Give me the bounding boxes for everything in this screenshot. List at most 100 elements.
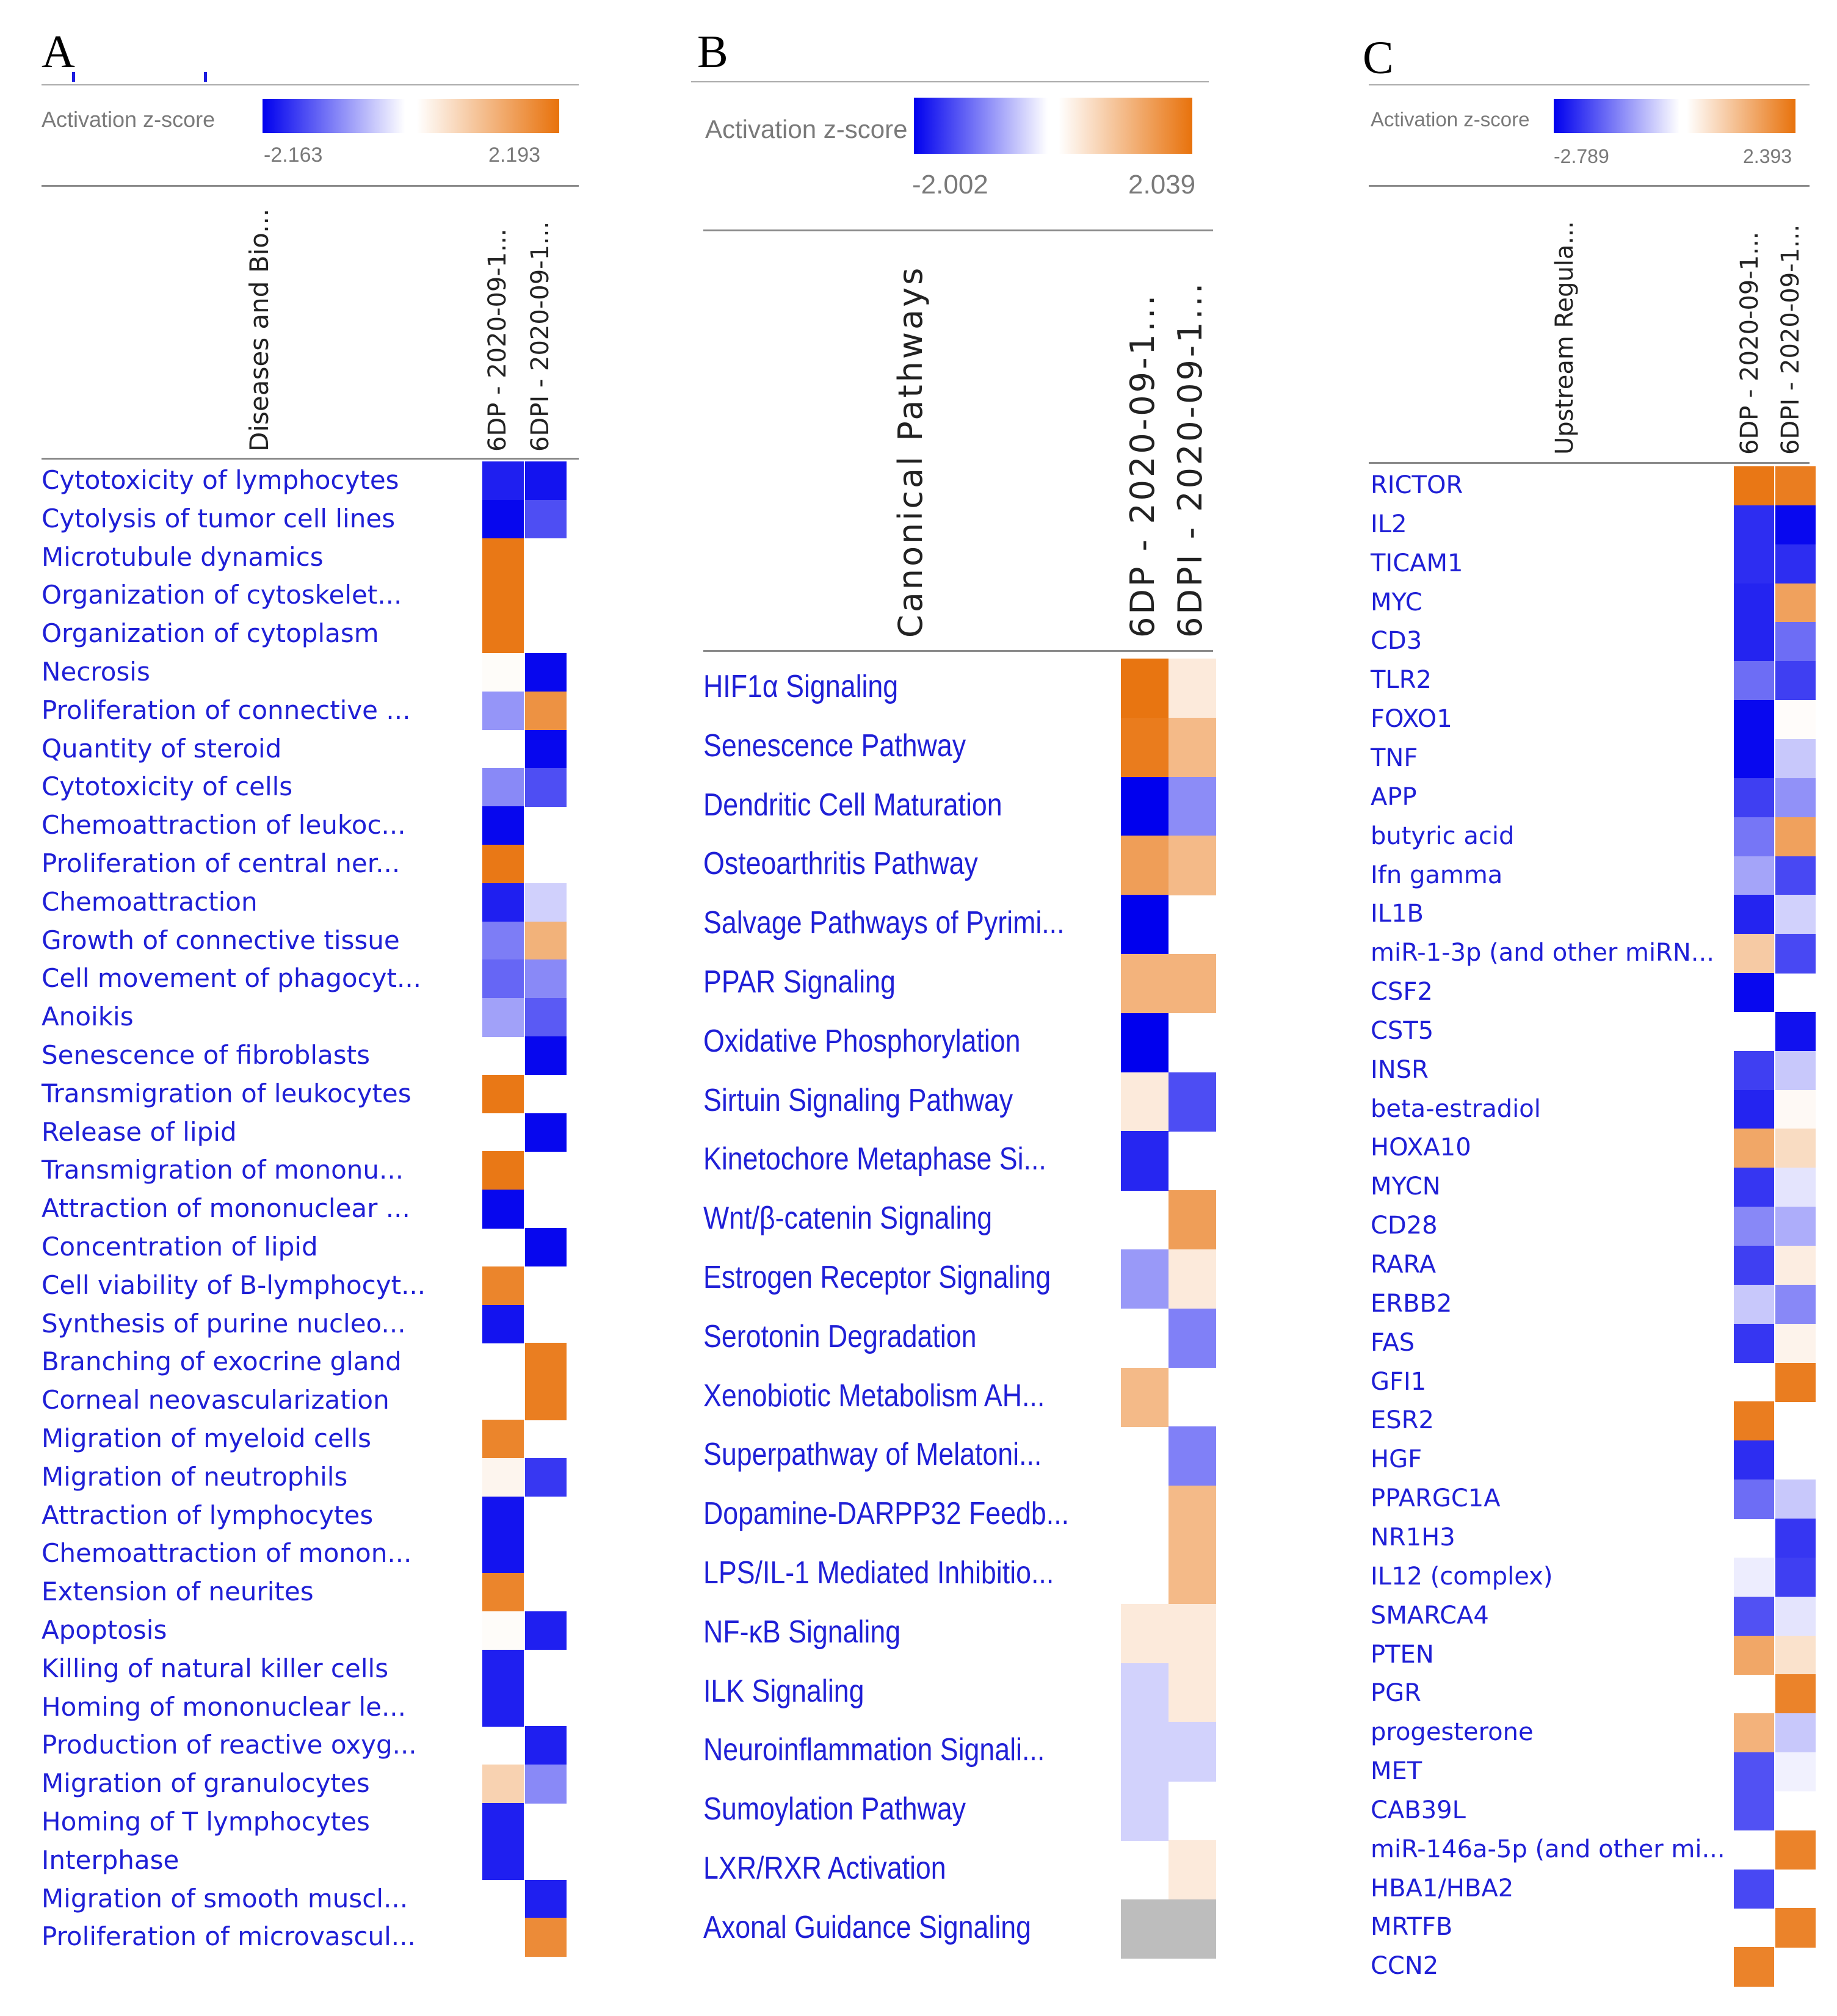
panel-b-row-label[interactable]: Dendritic Cell Maturation: [703, 787, 1002, 823]
panel-a-row-label[interactable]: Cell viability of B-lymphocyt...: [42, 1270, 426, 1300]
panel-b-heat-cell[interactable]: [1169, 776, 1216, 836]
panel-a-row-label[interactable]: Proliferation of connective ...: [42, 695, 411, 725]
panel-a-heat-cell[interactable]: [482, 1074, 524, 1114]
panel-b-row-label[interactable]: Xenobiotic Metabolism AH...: [703, 1378, 1045, 1414]
panel-b-row-label[interactable]: Serotonin Degradation: [703, 1318, 977, 1354]
panel-b-row-label[interactable]: Superpathway of Melatoni...: [703, 1437, 1042, 1473]
panel-c-row-label[interactable]: RICTOR: [1371, 471, 1463, 499]
panel-c-heat-cell[interactable]: [1775, 1050, 1816, 1091]
panel-c-heat-cell[interactable]: [1775, 544, 1816, 584]
panel-c-heat-cell[interactable]: [1734, 1791, 1774, 1831]
panel-b-row-label[interactable]: LXR/RXR Activation: [703, 1851, 946, 1886]
panel-a-row-label[interactable]: Cytotoxicity of cells: [42, 771, 293, 802]
panel-a-heat-cell[interactable]: [525, 921, 567, 960]
panel-c-heat-cell[interactable]: [1734, 973, 1774, 1013]
panel-a-row-label[interactable]: Senescence of fibroblasts: [42, 1040, 370, 1070]
panel-c-heat-cell[interactable]: [1734, 622, 1774, 662]
panel-a-heat-cell[interactable]: [525, 1918, 567, 1957]
panel-c-row-label[interactable]: miR-1-3p (and other miRN...: [1371, 939, 1714, 967]
panel-b-heat-cell[interactable]: [1121, 717, 1169, 778]
panel-a-row-label[interactable]: Extension of neurites: [42, 1577, 314, 1607]
panel-a-heat-cell[interactable]: [525, 653, 567, 692]
panel-c-row-label[interactable]: MYC: [1371, 588, 1422, 616]
panel-b-heat-cell[interactable]: [1169, 1190, 1216, 1250]
panel-b-heat-cell[interactable]: [1169, 1545, 1216, 1605]
panel-c-heat-cell[interactable]: [1734, 1713, 1774, 1753]
panel-c-row-label[interactable]: miR-146a-5p (and other mi...: [1371, 1835, 1725, 1863]
panel-c-heat-cell[interactable]: [1775, 1362, 1816, 1402]
panel-c-row-label[interactable]: IL1B: [1371, 900, 1424, 928]
panel-a-row-label[interactable]: Concentration of lipid: [42, 1232, 318, 1262]
panel-c-row-label[interactable]: beta-estradiol: [1371, 1094, 1541, 1123]
panel-b-heat-cell[interactable]: [1169, 1249, 1216, 1309]
panel-c-row-label[interactable]: FOXO1: [1371, 705, 1452, 734]
panel-b-row-label[interactable]: HIF1α Signaling: [703, 669, 899, 704]
panel-c-heat-cell[interactable]: [1775, 895, 1816, 934]
panel-c-heat-cell[interactable]: [1775, 622, 1816, 662]
panel-a-row-label[interactable]: Synthesis of purine nucleo...: [42, 1308, 406, 1339]
panel-c-row-label[interactable]: HGF: [1371, 1445, 1422, 1474]
panel-c-row-label[interactable]: CSF2: [1371, 978, 1433, 1006]
panel-c-heat-cell[interactable]: [1734, 934, 1774, 974]
panel-b-heat-cell[interactable]: [1121, 1663, 1169, 1722]
panel-c-heat-cell[interactable]: [1775, 1674, 1816, 1714]
panel-c-heat-cell[interactable]: [1775, 1479, 1816, 1519]
panel-a-heat-cell[interactable]: [525, 729, 567, 768]
panel-c-heat-cell[interactable]: [1734, 1635, 1774, 1675]
panel-a-heat-cell[interactable]: [482, 883, 524, 922]
panel-c-heat-cell[interactable]: [1734, 1401, 1774, 1441]
panel-a-heat-cell[interactable]: [482, 499, 524, 539]
panel-b-heat-cell[interactable]: [1169, 1840, 1216, 1900]
panel-c-row-label[interactable]: APP: [1371, 782, 1417, 811]
panel-c-row-label[interactable]: INSR: [1371, 1055, 1429, 1084]
panel-a-heat-cell[interactable]: [525, 998, 567, 1037]
panel-b-row-label[interactable]: Sumoylation Pathway: [703, 1791, 966, 1827]
panel-b-row-label[interactable]: PPAR Signaling: [703, 964, 896, 1000]
panel-a-row-label[interactable]: Proliferation of central ner...: [42, 848, 400, 878]
panel-a-row-label[interactable]: Homing of T lymphocytes: [42, 1807, 370, 1837]
panel-b-row-label[interactable]: Senescence Pathway: [703, 728, 966, 764]
panel-c-heat-cell[interactable]: [1775, 1207, 1816, 1246]
panel-c-row-label[interactable]: PPARGC1A: [1371, 1484, 1501, 1513]
panel-a-heat-cell[interactable]: [525, 1036, 567, 1075]
panel-a-heat-cell[interactable]: [525, 768, 567, 807]
panel-a-row-label[interactable]: Cytotoxicity of lymphocytes: [42, 465, 399, 495]
panel-c-heat-cell[interactable]: [1734, 1752, 1774, 1792]
panel-a-row-label[interactable]: Transmigration of mononu...: [42, 1155, 404, 1185]
panel-c-row-label[interactable]: PGR: [1371, 1679, 1421, 1708]
panel-a-heat-cell[interactable]: [525, 1611, 567, 1650]
panel-c-heat-cell[interactable]: [1775, 817, 1816, 857]
panel-c-row-label[interactable]: TLR2: [1371, 666, 1432, 695]
panel-a-row-label[interactable]: Killing of natural killer cells: [42, 1653, 389, 1683]
panel-c-heat-cell[interactable]: [1775, 1518, 1816, 1558]
panel-c-row-label[interactable]: MYCN: [1371, 1172, 1441, 1201]
panel-b-heat-cell[interactable]: [1169, 1899, 1216, 1959]
panel-a-row-label[interactable]: Quantity of steroid: [42, 733, 282, 764]
panel-b-row-label[interactable]: NF-κB Signaling: [703, 1614, 901, 1650]
panel-c-heat-cell[interactable]: [1775, 1752, 1816, 1792]
panel-a-heat-cell[interactable]: [482, 1151, 524, 1190]
panel-a-row-label[interactable]: Cytolysis of tumor cell lines: [42, 503, 396, 533]
panel-b-heat-cell[interactable]: [1121, 1899, 1169, 1959]
panel-c-row-label[interactable]: PTEN: [1371, 1640, 1434, 1669]
panel-c-heat-cell[interactable]: [1734, 1129, 1774, 1168]
panel-a-heat-cell[interactable]: [525, 1879, 567, 1918]
panel-a-heat-cell[interactable]: [525, 1228, 567, 1267]
panel-b-row-label[interactable]: Osteoarthritis Pathway: [703, 846, 978, 882]
panel-c-heat-cell[interactable]: [1734, 1246, 1774, 1285]
panel-c-row-label[interactable]: CD28: [1371, 1212, 1438, 1240]
panel-a-heat-cell[interactable]: [482, 959, 524, 999]
panel-c-heat-cell[interactable]: [1734, 466, 1774, 506]
panel-a-heat-cell[interactable]: [525, 959, 567, 999]
panel-c-heat-cell[interactable]: [1775, 1323, 1816, 1364]
panel-a-heat-cell[interactable]: [482, 1611, 524, 1650]
panel-c-heat-cell[interactable]: [1775, 778, 1816, 818]
panel-a-row-label[interactable]: Organization of cytoplasm: [42, 618, 379, 649]
panel-c-row-label[interactable]: GFI1: [1371, 1367, 1427, 1396]
panel-b-heat-cell[interactable]: [1169, 1308, 1216, 1368]
panel-c-heat-cell[interactable]: [1734, 895, 1774, 934]
panel-b-heat-cell[interactable]: [1121, 1367, 1169, 1427]
panel-a-row-label[interactable]: Attraction of mononuclear ...: [42, 1193, 410, 1224]
panel-a-heat-cell[interactable]: [482, 921, 524, 960]
panel-c-heat-cell[interactable]: [1734, 1479, 1774, 1519]
